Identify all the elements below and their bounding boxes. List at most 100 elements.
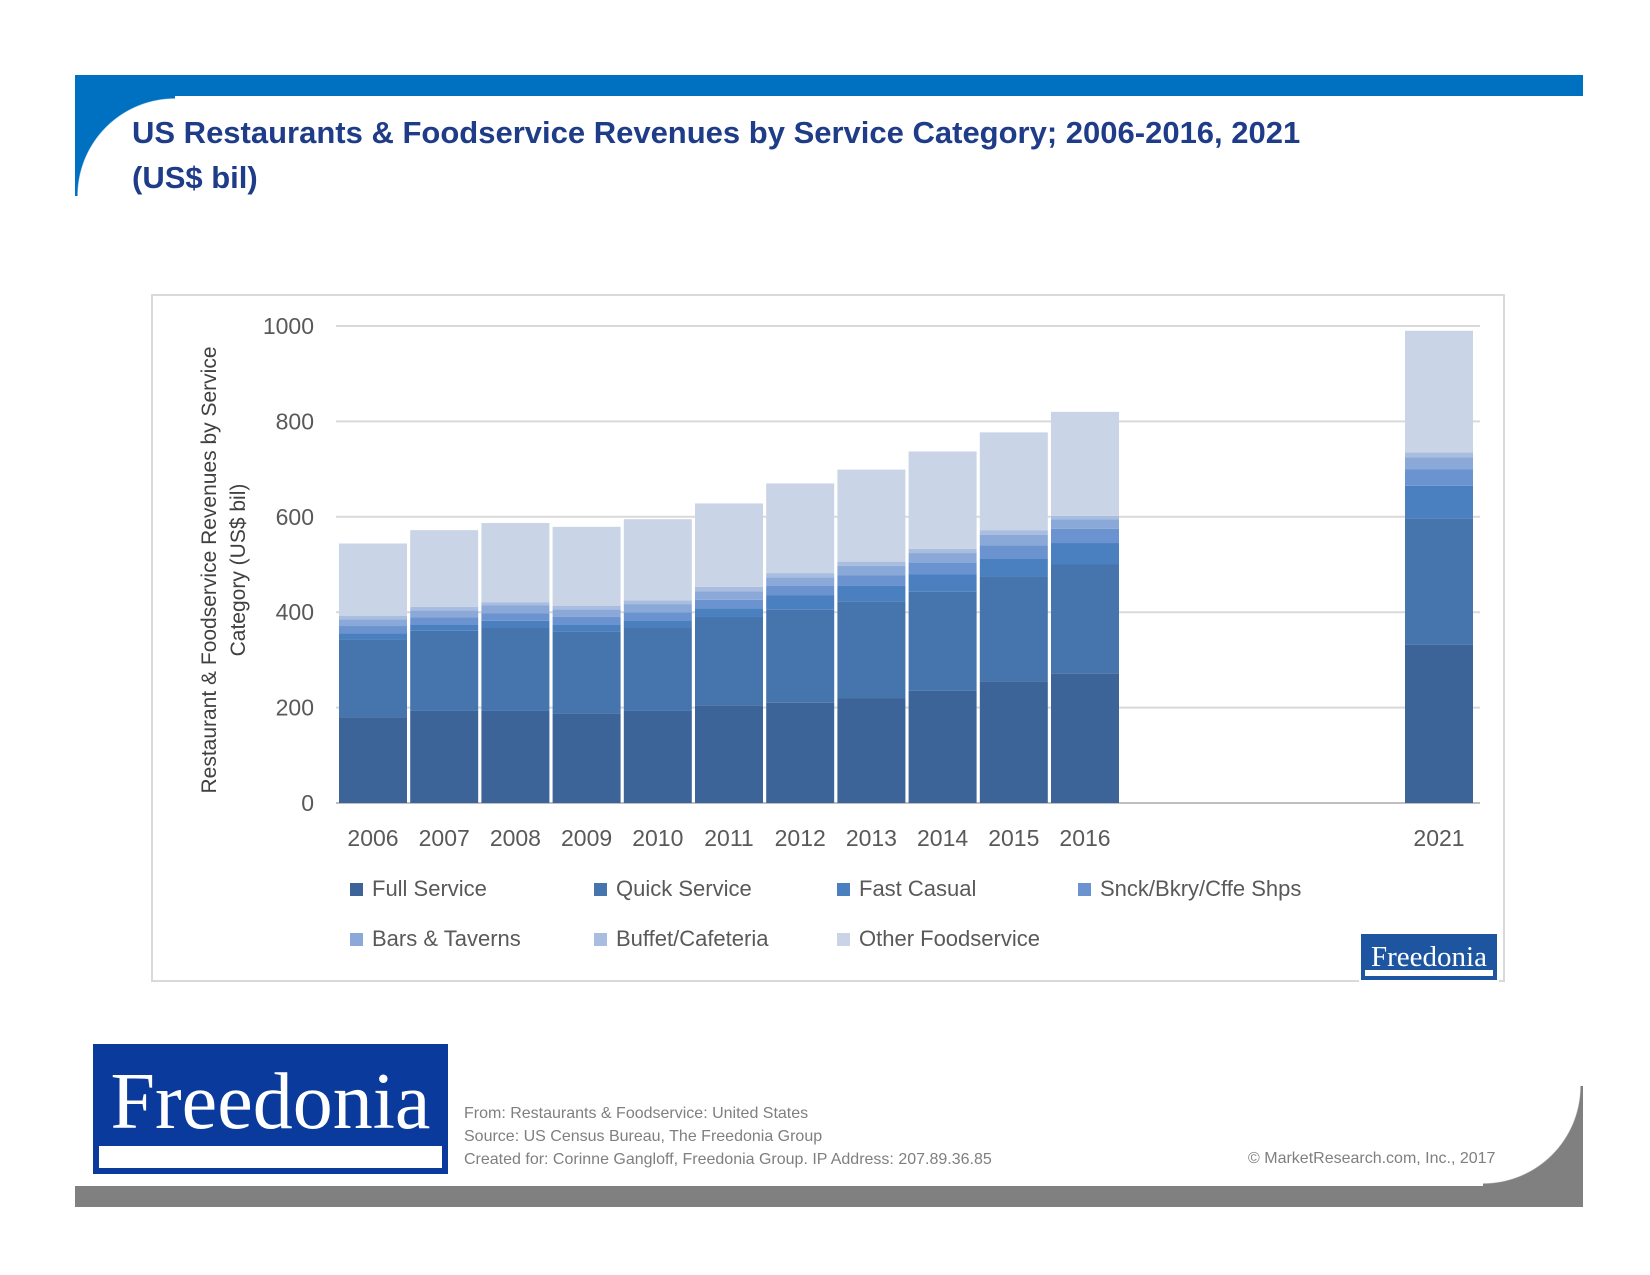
legend-item: Bars & Taverns [350, 926, 521, 952]
bar-segment [623, 519, 692, 601]
bar-segment [481, 710, 550, 803]
x-tick-label: 2013 [846, 825, 897, 851]
x-tick-label: 2015 [988, 825, 1039, 851]
page-title-line2: (US$ bil) [132, 160, 258, 195]
y-tick-label: 200 [276, 695, 314, 721]
x-tick-label: 2009 [561, 825, 612, 851]
legend-item: Other Foodservice [837, 926, 1040, 952]
bar-segment [481, 602, 550, 606]
bar-segment [908, 548, 977, 554]
bar-segment [837, 469, 906, 562]
x-tick-label: 2016 [1059, 825, 1110, 851]
bar-segment [1405, 330, 1473, 453]
bar-segment [552, 624, 621, 632]
bar-segment [908, 690, 977, 803]
bar-segment [766, 483, 835, 574]
bar-segment [552, 526, 621, 606]
bar-segment [766, 702, 835, 803]
legend-item: Buffet/Cafeteria [594, 926, 768, 952]
bar-segment [979, 545, 1048, 559]
bar-segment [623, 600, 692, 605]
bar-segment [837, 561, 906, 566]
legend-swatch [837, 882, 850, 896]
bar-segment [339, 639, 407, 718]
footer-from: From: Restaurants & Foodservice: United … [464, 1105, 809, 1122]
bar-segment [552, 605, 621, 610]
legend-label: Buffet/Cafeteria [616, 926, 769, 951]
bar-segment [979, 432, 1048, 531]
bar-segment [695, 591, 763, 600]
legend-label: Quick Service [616, 876, 752, 901]
bar-segment [623, 604, 692, 613]
bar-segment [695, 608, 763, 617]
legend-swatch [1078, 882, 1091, 896]
bar-segment [481, 613, 550, 621]
x-tick-label: 2007 [419, 825, 470, 851]
x-tick-label: 2010 [632, 825, 683, 851]
bar-segment [695, 616, 763, 706]
bar-segment [1051, 673, 1119, 803]
bar-segment [979, 558, 1048, 577]
y-tick-label: 0 [301, 790, 314, 816]
bar-segment [766, 609, 835, 703]
bar-segment [979, 534, 1048, 546]
legend-label: Fast Casual [859, 876, 977, 901]
bar-segment [552, 609, 621, 617]
bar-segment [908, 451, 977, 549]
x-tick-label: 2011 [704, 825, 753, 851]
freedonia-logo-band [99, 1146, 442, 1168]
legend-swatch [350, 882, 363, 896]
bar-segment [339, 717, 407, 803]
bar-segment [410, 530, 479, 607]
bar-segment [1405, 518, 1473, 645]
x-tick-label: 2008 [490, 825, 541, 851]
legend-item: Quick Service [594, 876, 752, 902]
bar-segment [481, 605, 550, 614]
bar-segment [623, 620, 692, 628]
footer-source: Source: US Census Bureau, The Freedonia … [464, 1128, 823, 1145]
bar-segment [766, 595, 835, 610]
bar-segment [908, 553, 977, 563]
bar-segment [1405, 452, 1473, 458]
bar-segment [410, 606, 479, 611]
x-tick-label: 2006 [347, 825, 398, 851]
bar-segment [339, 626, 407, 634]
bar-segment [695, 599, 763, 609]
y-tick-label: 400 [276, 599, 314, 625]
bar-segment [979, 681, 1048, 803]
x-tick-label: 2012 [775, 825, 826, 851]
legend-swatch [594, 932, 607, 946]
bar-segment [339, 616, 407, 620]
bar-segment [481, 620, 550, 628]
legend-item: Fast Casual [837, 876, 976, 902]
legend-label: Snck/Bkry/Cffe Shps [1100, 876, 1302, 901]
chart-legend: Full Service Quick Service Fast Casual Snck… [350, 876, 1350, 976]
footer-created-for: Created for: Corinne Gangloff, Freedonia… [464, 1151, 992, 1168]
bar-segment [766, 577, 835, 586]
bar-segment [623, 710, 692, 803]
bar-segment [837, 575, 906, 586]
bar-segment [410, 617, 479, 625]
bar-segment [1405, 485, 1473, 519]
bar-segment [837, 698, 906, 803]
top-accent-bar [75, 75, 1583, 96]
page-title: US Restaurants & Foodservice Revenues by… [132, 110, 1432, 200]
bar-segment [766, 573, 835, 578]
freedonia-logo-small: Freedonia [1359, 932, 1499, 982]
x-tick-label: 2014 [917, 825, 968, 851]
freedonia-logo-large-text: Freedonia [110, 1058, 431, 1146]
bar-segment [837, 565, 906, 576]
bottom-accent-curve [1483, 1086, 1583, 1186]
legend-label: Bars & Taverns [372, 926, 521, 951]
bar-segment [1051, 528, 1119, 544]
bar-segment [1051, 411, 1119, 516]
y-tick-label: 600 [276, 504, 314, 530]
bar-segment [695, 586, 763, 592]
bar-segment [410, 710, 479, 803]
legend-item: Snck/Bkry/Cffe Shps [1078, 876, 1301, 902]
bar-segment [623, 612, 692, 621]
copyright-text: © MarketResearch.com, Inc., 2017 [1248, 1150, 1496, 1167]
bar-segment [837, 601, 906, 699]
bar-segment [1051, 519, 1119, 529]
